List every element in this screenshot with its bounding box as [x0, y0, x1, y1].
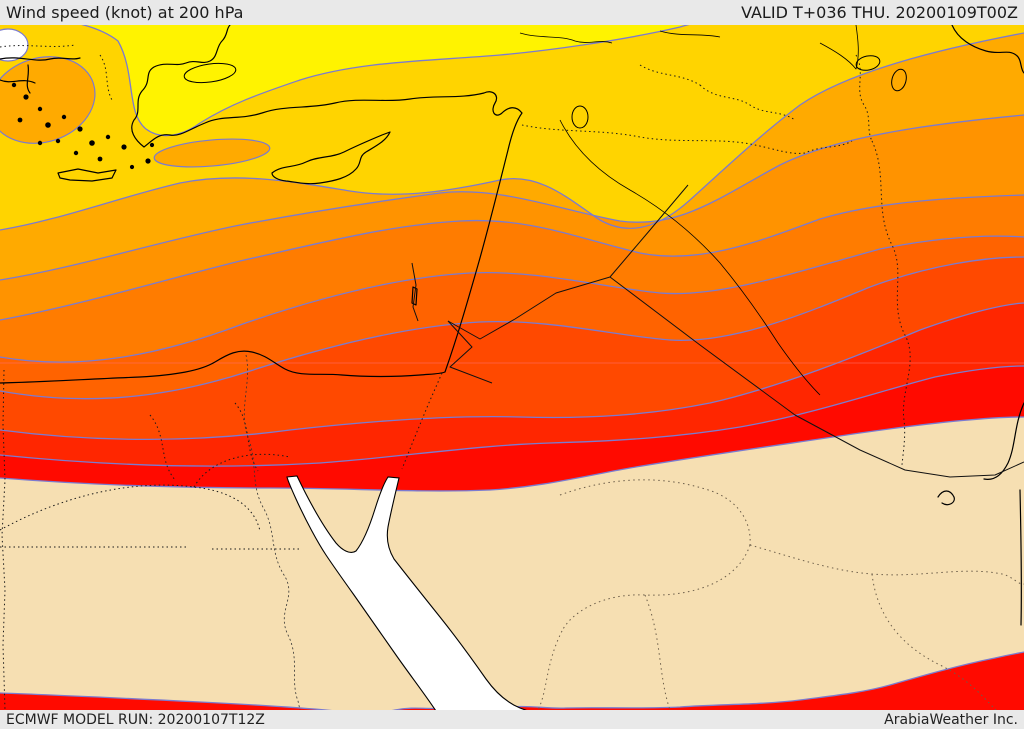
coastlines	[0, 25, 1024, 626]
wind-patch-aegean	[0, 56, 96, 144]
border-jordan-saudi	[447, 320, 493, 384]
calm-white-areas	[0, 28, 527, 710]
attribution-label: ArabiaWeather Inc.	[884, 711, 1018, 728]
black-sea-coastline	[519, 25, 859, 70]
red-sea	[286, 475, 527, 710]
contour-line-8	[0, 365, 1024, 467]
border-balkans	[0, 44, 113, 101]
contour-line-southern-jet	[0, 651, 1024, 710]
model-run-label: ECMWF MODEL RUN: 20200107T12Z	[6, 711, 265, 728]
wind-band-low-beige	[0, 417, 1024, 710]
contour-line-3	[0, 114, 1024, 281]
mediterranean-levant-egypt-coastline	[0, 25, 523, 384]
header-bar: Wind speed (knot) at 200 hPa VALID T+036…	[0, 0, 1024, 25]
map-region	[0, 25, 1024, 710]
contour-line-5	[0, 235, 1024, 363]
euphrates-river	[559, 119, 821, 396]
border-caucasus	[639, 54, 873, 142]
crete-island	[57, 168, 117, 182]
persian-gulf-coastline	[937, 402, 1024, 626]
border-syria-iraq	[609, 184, 689, 278]
border-jordan-iraq-saudi	[447, 276, 1024, 478]
border-libya-interior	[0, 453, 291, 532]
contour-line-2	[0, 32, 1024, 231]
border-jordan-valley	[411, 262, 419, 322]
lake-van	[855, 55, 881, 71]
border-turkey-syria	[521, 124, 853, 154]
wind-patch-rhodes	[153, 138, 271, 168]
contour-line-9	[0, 416, 1024, 492]
caspian-sea-coastline	[951, 25, 1024, 74]
cyprus-island	[271, 131, 391, 185]
wind-band-southern-jet	[0, 652, 1024, 710]
contour-line-7	[0, 302, 1024, 441]
border-saudi-interior	[537, 479, 1024, 710]
lake-tuz	[571, 105, 589, 129]
calm-patch-north-aegean	[0, 28, 29, 62]
wind-speed-bands	[0, 25, 1024, 710]
border-egypt-libya	[1, 369, 6, 710]
greece-coastline	[0, 57, 81, 94]
valid-time-label: VALID T+036 THU. 20200109T00Z	[741, 3, 1018, 22]
lake-urmia	[891, 68, 907, 92]
contour-line-6	[0, 256, 1024, 400]
wind-map-canvas	[0, 25, 1024, 710]
border-egypt-sudan	[0, 546, 300, 550]
aegean-islands	[11, 82, 155, 170]
footer-bar: ECMWF MODEL RUN: 20200107T12Z ArabiaWeat…	[0, 710, 1024, 729]
contour-line-4	[0, 194, 1024, 321]
country-borders	[0, 44, 1024, 710]
wind-speed-patches	[0, 56, 271, 168]
page-title: Wind speed (knot) at 200 hPa	[6, 3, 244, 22]
contour-line-1	[81, 25, 690, 137]
sea-of-marmara	[183, 62, 237, 84]
